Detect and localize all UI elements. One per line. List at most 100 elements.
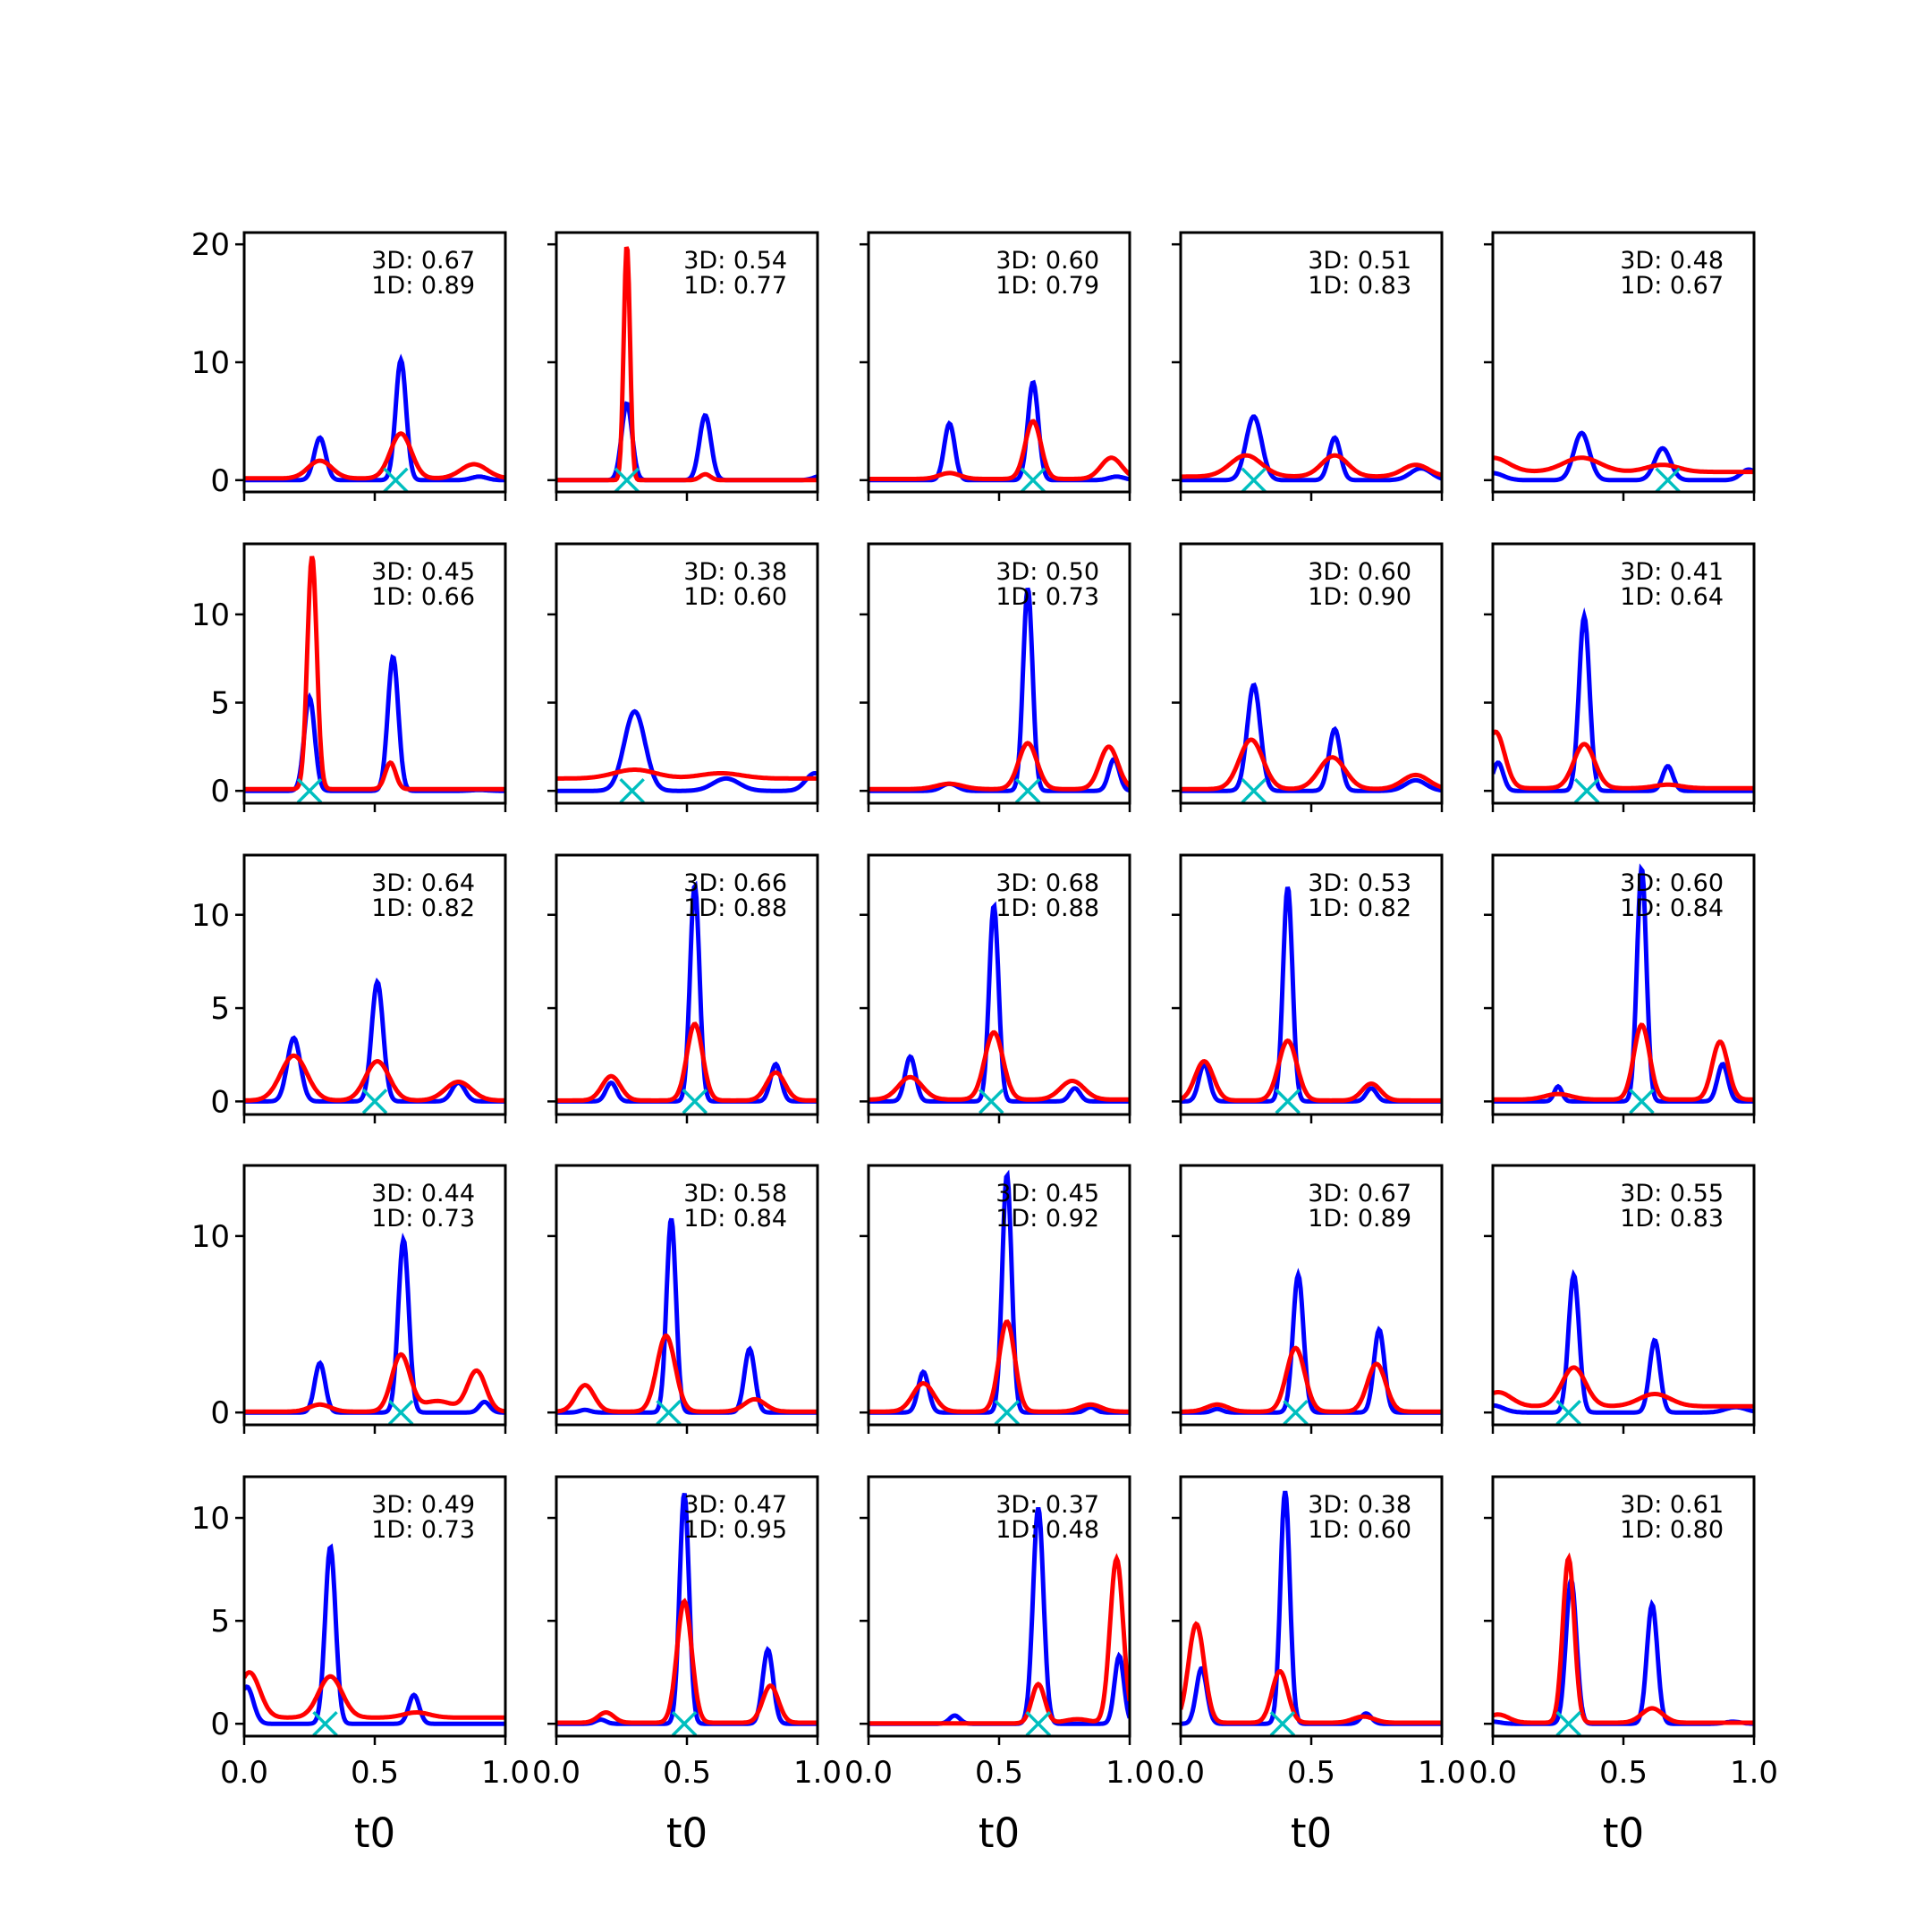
- score-1d-label: 1D: 0.89: [371, 272, 475, 300]
- x-tick-label: 0.5: [351, 1755, 399, 1791]
- y-tick-label: 0: [210, 1084, 230, 1120]
- y-tick-label: 20: [191, 227, 230, 263]
- marker-point: [1269, 1710, 1296, 1737]
- score-1d-label: 1D: 0.90: [1308, 583, 1411, 611]
- score-1d-label: 1D: 0.83: [1620, 1205, 1724, 1233]
- series-3d-line: [1493, 1572, 1754, 1726]
- series-1d-line: [244, 431, 505, 481]
- score-3d-label: 3D: 0.66: [683, 869, 787, 897]
- series-1d-line: [244, 1352, 505, 1414]
- series-3d-line: [1181, 1267, 1442, 1415]
- score-3d-label: 3D: 0.45: [371, 558, 475, 586]
- score-3d-label: 3D: 0.68: [996, 869, 1099, 897]
- series-3d-line: [1181, 414, 1442, 483]
- marker-point: [1555, 1399, 1581, 1426]
- y-tick-label: 5: [210, 1604, 230, 1640]
- score-1d-label: 1D: 0.73: [371, 1516, 475, 1544]
- y-tick-label: 0: [210, 1707, 230, 1742]
- score-1d-label: 1D: 0.82: [371, 894, 475, 922]
- x-axis-label: t0: [666, 1809, 708, 1857]
- score-3d-label: 3D: 0.60: [1620, 869, 1724, 897]
- series-1d-line: [556, 1333, 818, 1414]
- series-3d-line: [244, 1543, 505, 1726]
- x-tick-label: 1.0: [793, 1755, 842, 1791]
- series-3d-line: [244, 353, 505, 483]
- score-3d-label: 3D: 0.38: [683, 558, 787, 586]
- x-tick-label: 1.0: [1106, 1755, 1154, 1791]
- y-tick-label: 10: [191, 898, 230, 934]
- score-3d-label: 3D: 0.45: [996, 1180, 1099, 1208]
- score-3d-label: 3D: 0.50: [996, 558, 1099, 586]
- y-tick-label: 10: [191, 345, 230, 381]
- score-3d-label: 3D: 0.67: [1308, 1180, 1411, 1208]
- series-1d-line: [1181, 1038, 1442, 1103]
- score-3d-label: 3D: 0.38: [1308, 1491, 1411, 1519]
- score-3d-label: 3D: 0.41: [1620, 558, 1724, 586]
- score-3d-label: 3D: 0.61: [1620, 1491, 1724, 1519]
- score-1d-label: 1D: 0.84: [683, 1205, 787, 1233]
- score-3d-label: 3D: 0.49: [371, 1491, 475, 1519]
- series-3d-line: [869, 587, 1130, 793]
- x-tick-label: 0.5: [975, 1755, 1023, 1791]
- series-1d-line: [1181, 737, 1442, 792]
- x-tick-label: 0.0: [1469, 1755, 1517, 1791]
- series-3d-line: [1493, 430, 1754, 483]
- series-1d-line: [1181, 1345, 1442, 1414]
- score-3d-label: 3D: 0.60: [1308, 558, 1411, 586]
- series-1d-line: [556, 767, 818, 781]
- score-1d-label: 1D: 0.73: [996, 583, 1099, 611]
- series-1d-line: [869, 1319, 1130, 1414]
- marker-point: [296, 777, 323, 804]
- marker-point: [1025, 1710, 1052, 1737]
- x-tick-label: 0.0: [1157, 1755, 1205, 1791]
- x-tick-label: 0.5: [1599, 1755, 1648, 1791]
- score-1d-label: 1D: 0.80: [1620, 1516, 1724, 1544]
- marker-point: [1020, 467, 1046, 494]
- score-1d-label: 1D: 0.88: [683, 894, 787, 922]
- score-3d-label: 3D: 0.53: [1308, 869, 1411, 897]
- marker-point: [361, 1089, 388, 1114]
- score-1d-label: 1D: 0.60: [1308, 1516, 1411, 1544]
- score-3d-label: 3D: 0.64: [371, 869, 475, 897]
- score-1d-label: 1D: 0.79: [996, 272, 1099, 300]
- x-tick-label: 0.0: [220, 1755, 268, 1791]
- series-1d-line: [244, 555, 505, 792]
- x-axis-label: t0: [354, 1809, 395, 1857]
- y-tick-label: 5: [210, 991, 230, 1027]
- marker-point: [1014, 777, 1041, 804]
- series-1d-line: [244, 1670, 505, 1720]
- series-3d-line: [556, 708, 818, 793]
- x-axis-label: t0: [979, 1809, 1020, 1857]
- x-tick-label: 0.5: [663, 1755, 711, 1791]
- marker-point: [312, 1710, 338, 1737]
- x-tick-label: 1.0: [1418, 1755, 1466, 1791]
- score-1d-label: 1D: 0.83: [1308, 272, 1411, 300]
- marker-point: [383, 467, 409, 494]
- x-tick-label: 1.0: [1730, 1755, 1778, 1791]
- y-tick-label: 0: [210, 463, 230, 499]
- marker-point: [1629, 1089, 1655, 1114]
- score-1d-label: 1D: 0.82: [1308, 894, 1411, 922]
- series-1d-line: [869, 1553, 1130, 1726]
- score-3d-label: 3D: 0.47: [683, 1491, 787, 1519]
- y-tick-label: 0: [210, 1395, 230, 1431]
- y-tick-label: 10: [191, 597, 230, 633]
- series-3d-line: [869, 379, 1130, 483]
- marker-point: [1655, 467, 1681, 494]
